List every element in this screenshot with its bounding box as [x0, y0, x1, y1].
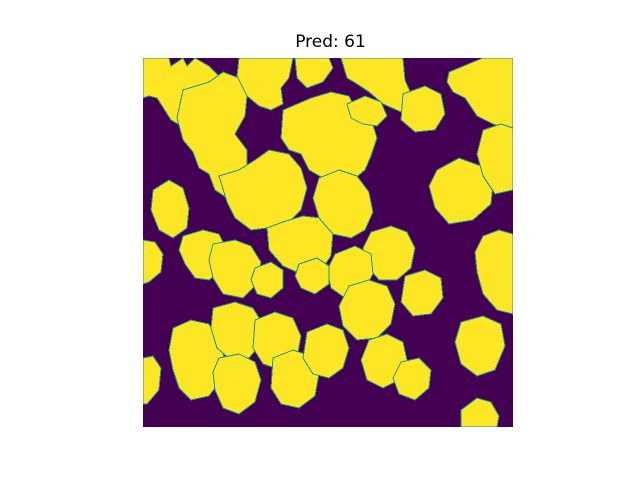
plot-title: Pred: 61: [295, 32, 366, 52]
segmentation-mask-image: [143, 58, 513, 427]
mask-foreground-blobs: [143, 58, 513, 427]
